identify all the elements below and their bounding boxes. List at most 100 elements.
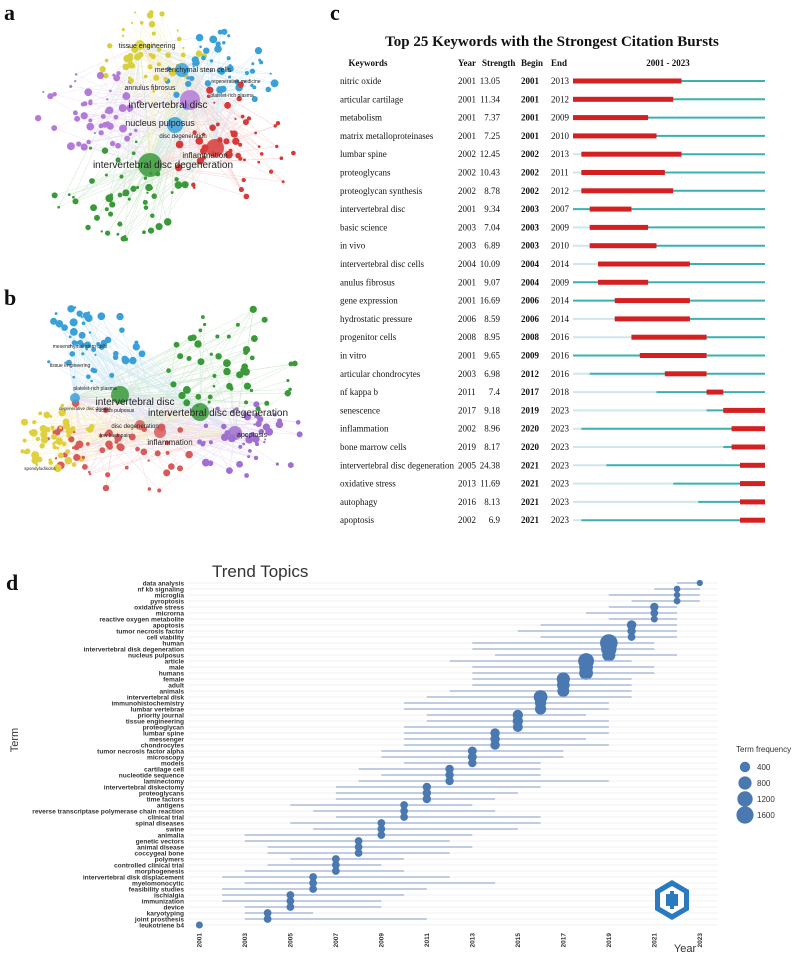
term-label: cartilage cell xyxy=(144,766,184,773)
network-edge xyxy=(54,411,201,443)
network-node xyxy=(235,322,240,327)
term-frequency-legend: Term frequency 400 800 1200 1600 xyxy=(736,745,791,824)
network-edge xyxy=(151,24,183,71)
term-label: chondrocytes xyxy=(141,742,185,749)
burst-strength: 8.78 xyxy=(484,186,500,196)
network-node xyxy=(253,423,256,426)
network-edge xyxy=(174,76,230,126)
burst-begin: 2003 xyxy=(521,241,540,251)
network-node xyxy=(115,142,121,149)
term-label: coccygeal bone xyxy=(135,850,185,857)
network-node xyxy=(131,151,136,156)
network-edge xyxy=(69,164,151,195)
network-edge xyxy=(93,349,201,413)
network-edge xyxy=(53,321,141,426)
term-label: lumbar vertebrae xyxy=(130,706,184,713)
network-edge xyxy=(74,397,103,451)
term-label: intervertebral diskectomy xyxy=(104,784,185,791)
panel-d-letter: d xyxy=(6,570,18,595)
network-node xyxy=(258,58,262,62)
network-node xyxy=(269,72,272,75)
network-node xyxy=(89,424,94,429)
network-node xyxy=(89,178,95,184)
network-label: annulus fibrosus xyxy=(125,85,176,92)
network-edge xyxy=(211,60,216,149)
network-node xyxy=(127,45,131,49)
network-edge xyxy=(139,413,245,426)
network-edge xyxy=(71,432,236,440)
burst-bar xyxy=(731,426,765,432)
network-edge xyxy=(139,44,178,66)
network-edge xyxy=(74,342,78,399)
network-node xyxy=(42,90,45,94)
network-edge xyxy=(174,87,255,126)
term-point xyxy=(286,891,295,899)
network-node xyxy=(189,75,195,82)
burst-begin: 2004 xyxy=(521,277,540,287)
network-edge xyxy=(105,431,161,489)
network-node xyxy=(182,386,191,394)
network-edge xyxy=(74,342,121,396)
network-edge xyxy=(149,60,212,166)
network-edge xyxy=(105,409,161,433)
network-edge xyxy=(22,397,76,452)
network-edge xyxy=(139,366,245,426)
network-node xyxy=(163,469,171,477)
network-node xyxy=(80,143,88,151)
network-edge xyxy=(174,63,254,126)
network-node xyxy=(173,341,180,348)
network-edge xyxy=(68,362,76,399)
network-edge xyxy=(88,312,141,426)
network-edge xyxy=(74,356,219,399)
network-node xyxy=(121,34,125,37)
network-edge xyxy=(139,424,228,434)
network-node xyxy=(226,56,231,61)
network-node xyxy=(243,158,246,162)
network-edge xyxy=(88,91,216,149)
network-node xyxy=(247,455,251,459)
network-edge xyxy=(74,330,123,399)
network-edge xyxy=(234,424,280,434)
burst-keyword: articular cartilage xyxy=(340,94,403,104)
burst-end: 2023 xyxy=(551,442,570,452)
network-edge xyxy=(52,411,201,428)
network-node xyxy=(97,312,106,321)
network-edge xyxy=(159,431,200,443)
burst-year: 2001 xyxy=(458,76,476,86)
burst-year: 2002 xyxy=(458,186,476,196)
network-edge xyxy=(139,44,195,133)
network-node xyxy=(195,393,202,400)
network-node xyxy=(226,334,231,339)
network-edge xyxy=(91,380,201,413)
network-node xyxy=(199,45,202,49)
network-edge xyxy=(149,91,154,166)
burst-year: 2001 xyxy=(458,204,476,214)
network-edge xyxy=(97,343,161,433)
burst-year: 2003 xyxy=(458,369,477,379)
network-hub-node xyxy=(175,63,189,77)
network-node xyxy=(80,102,86,107)
network-node xyxy=(215,353,222,360)
network-node xyxy=(183,399,191,407)
network-node xyxy=(113,350,119,357)
network-node xyxy=(65,449,71,455)
network-edge xyxy=(89,332,121,396)
network-edge xyxy=(189,99,262,155)
network-hub-node xyxy=(228,426,242,440)
burst-keyword: apoptosis xyxy=(340,515,374,525)
burst-end: 2013 xyxy=(551,76,570,86)
network-node xyxy=(190,334,197,341)
network-edge xyxy=(97,343,121,396)
burst-keyword: anulus fibrosus xyxy=(340,277,395,287)
burst-keyword: inflammation xyxy=(340,424,389,434)
network-node xyxy=(140,448,148,456)
network-edge xyxy=(57,411,201,433)
burst-row: in vivo 2003 6.89 2003 2010 xyxy=(340,241,765,251)
network-edge xyxy=(159,431,181,469)
network-edge xyxy=(139,44,247,197)
term-point xyxy=(286,897,295,905)
term-label: intervertebral disk displacement xyxy=(83,874,185,881)
legend-point xyxy=(737,791,753,807)
legend-point xyxy=(738,776,752,790)
network-edge xyxy=(119,394,245,414)
